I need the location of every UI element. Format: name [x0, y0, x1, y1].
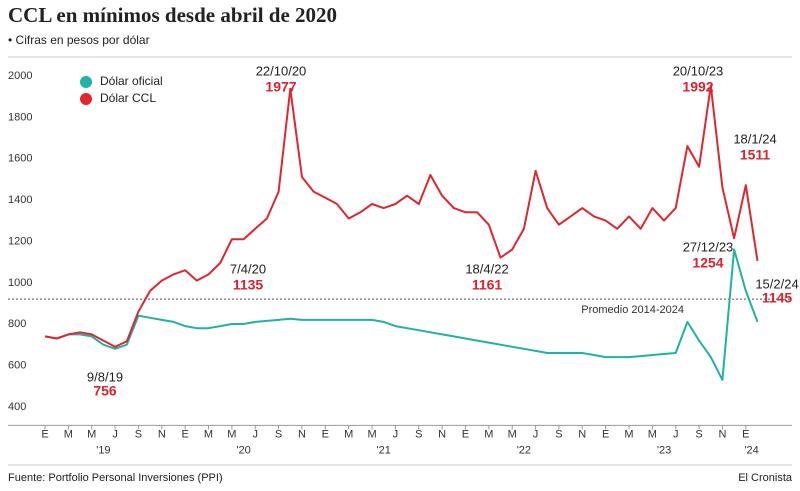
y-tick-label: 800: [8, 318, 26, 330]
year-label: '24: [744, 444, 758, 456]
x-tick-label: M: [64, 428, 73, 440]
source: Fuente: Portfolio Personal Inversiones (…: [8, 472, 223, 484]
y-tick-label: 2000: [8, 70, 32, 82]
y-tick-label: 600: [8, 360, 26, 372]
average-label: Promedio 2014-2024: [581, 304, 684, 316]
x-tick-label: S: [415, 428, 422, 440]
chart-title: CCL en mínimos desde abril de 2020: [8, 3, 337, 27]
x-tick-label: M: [648, 428, 657, 440]
x-tick-label: N: [438, 428, 446, 440]
x-tick-label: N: [298, 428, 306, 440]
x-tick-label: S: [555, 428, 562, 440]
y-tick-label: 1200: [8, 235, 32, 247]
legend-label: Dólar oficial: [100, 74, 163, 88]
year-label: '20: [236, 444, 250, 456]
x-tick-label: M: [624, 428, 633, 440]
x-tick-label: M: [87, 428, 96, 440]
x-tick-label: E: [742, 428, 749, 440]
annotation-date: 7/4/20: [230, 261, 266, 276]
x-tick-label: J: [533, 428, 539, 440]
x-tick-label: J: [252, 428, 258, 440]
year-label: '21: [377, 444, 391, 456]
y-tick-label: 1600: [8, 153, 32, 165]
x-tick-label: J: [112, 428, 118, 440]
x-tick-label: N: [718, 428, 726, 440]
annotation-value: 1135: [233, 277, 264, 293]
year-label: '19: [96, 444, 110, 456]
legend-marker: [80, 76, 92, 88]
x-tick-label: M: [508, 428, 517, 440]
legend-label: Dólar CCL: [100, 91, 156, 105]
annotation-value: 1977: [265, 79, 296, 95]
year-label: '23: [657, 444, 671, 456]
annotation-value: 1992: [682, 79, 713, 95]
x-tick-label: E: [41, 428, 48, 440]
annotation-value: 1145: [762, 290, 793, 306]
x-tick-label: M: [344, 428, 353, 440]
legend-marker: [80, 93, 92, 105]
x-tick-label: N: [578, 428, 586, 440]
line-series: [44, 84, 759, 348]
x-tick-label: S: [135, 428, 142, 440]
x-tick-label: N: [158, 428, 166, 440]
annotation-date: 9/8/19: [87, 369, 123, 384]
y-tick-label: 1800: [8, 111, 32, 123]
y-tick-label: 400: [8, 401, 26, 413]
annotation-value: 1161: [472, 277, 503, 293]
annotation-date: 15/2/24: [755, 276, 798, 291]
x-tick-label: E: [462, 428, 469, 440]
annotation-value: 756: [93, 383, 117, 399]
x-tick-label: S: [695, 428, 702, 440]
y-tick-label: 1400: [8, 194, 32, 206]
annotation-value: 1511: [740, 147, 771, 163]
x-tick-label: S: [275, 428, 282, 440]
x-tick-label: E: [181, 428, 188, 440]
x-tick-label: E: [322, 428, 329, 440]
annotation-value: 1254: [692, 255, 723, 271]
publisher: El Cronista: [738, 472, 793, 484]
annotation-date: 20/10/23: [673, 63, 724, 78]
x-tick-label: M: [367, 428, 376, 440]
x-tick-label: M: [227, 428, 236, 440]
chart-subtitle: • Cifras en pesos por dólar: [8, 33, 150, 47]
x-tick-label: M: [204, 428, 213, 440]
annotation-date: 18/1/24: [733, 131, 776, 146]
annotation-date: 22/10/20: [256, 63, 307, 78]
year-label: '22: [517, 444, 531, 456]
x-tick-label: J: [673, 428, 679, 440]
x-tick-label: M: [484, 428, 493, 440]
x-tick-label: E: [602, 428, 609, 440]
annotation-date: 18/4/22: [465, 261, 508, 276]
y-tick-label: 1000: [8, 277, 32, 289]
line-series: [44, 248, 759, 381]
x-tick-label: J: [393, 428, 399, 440]
annotation-date: 27/12/23: [683, 239, 734, 254]
